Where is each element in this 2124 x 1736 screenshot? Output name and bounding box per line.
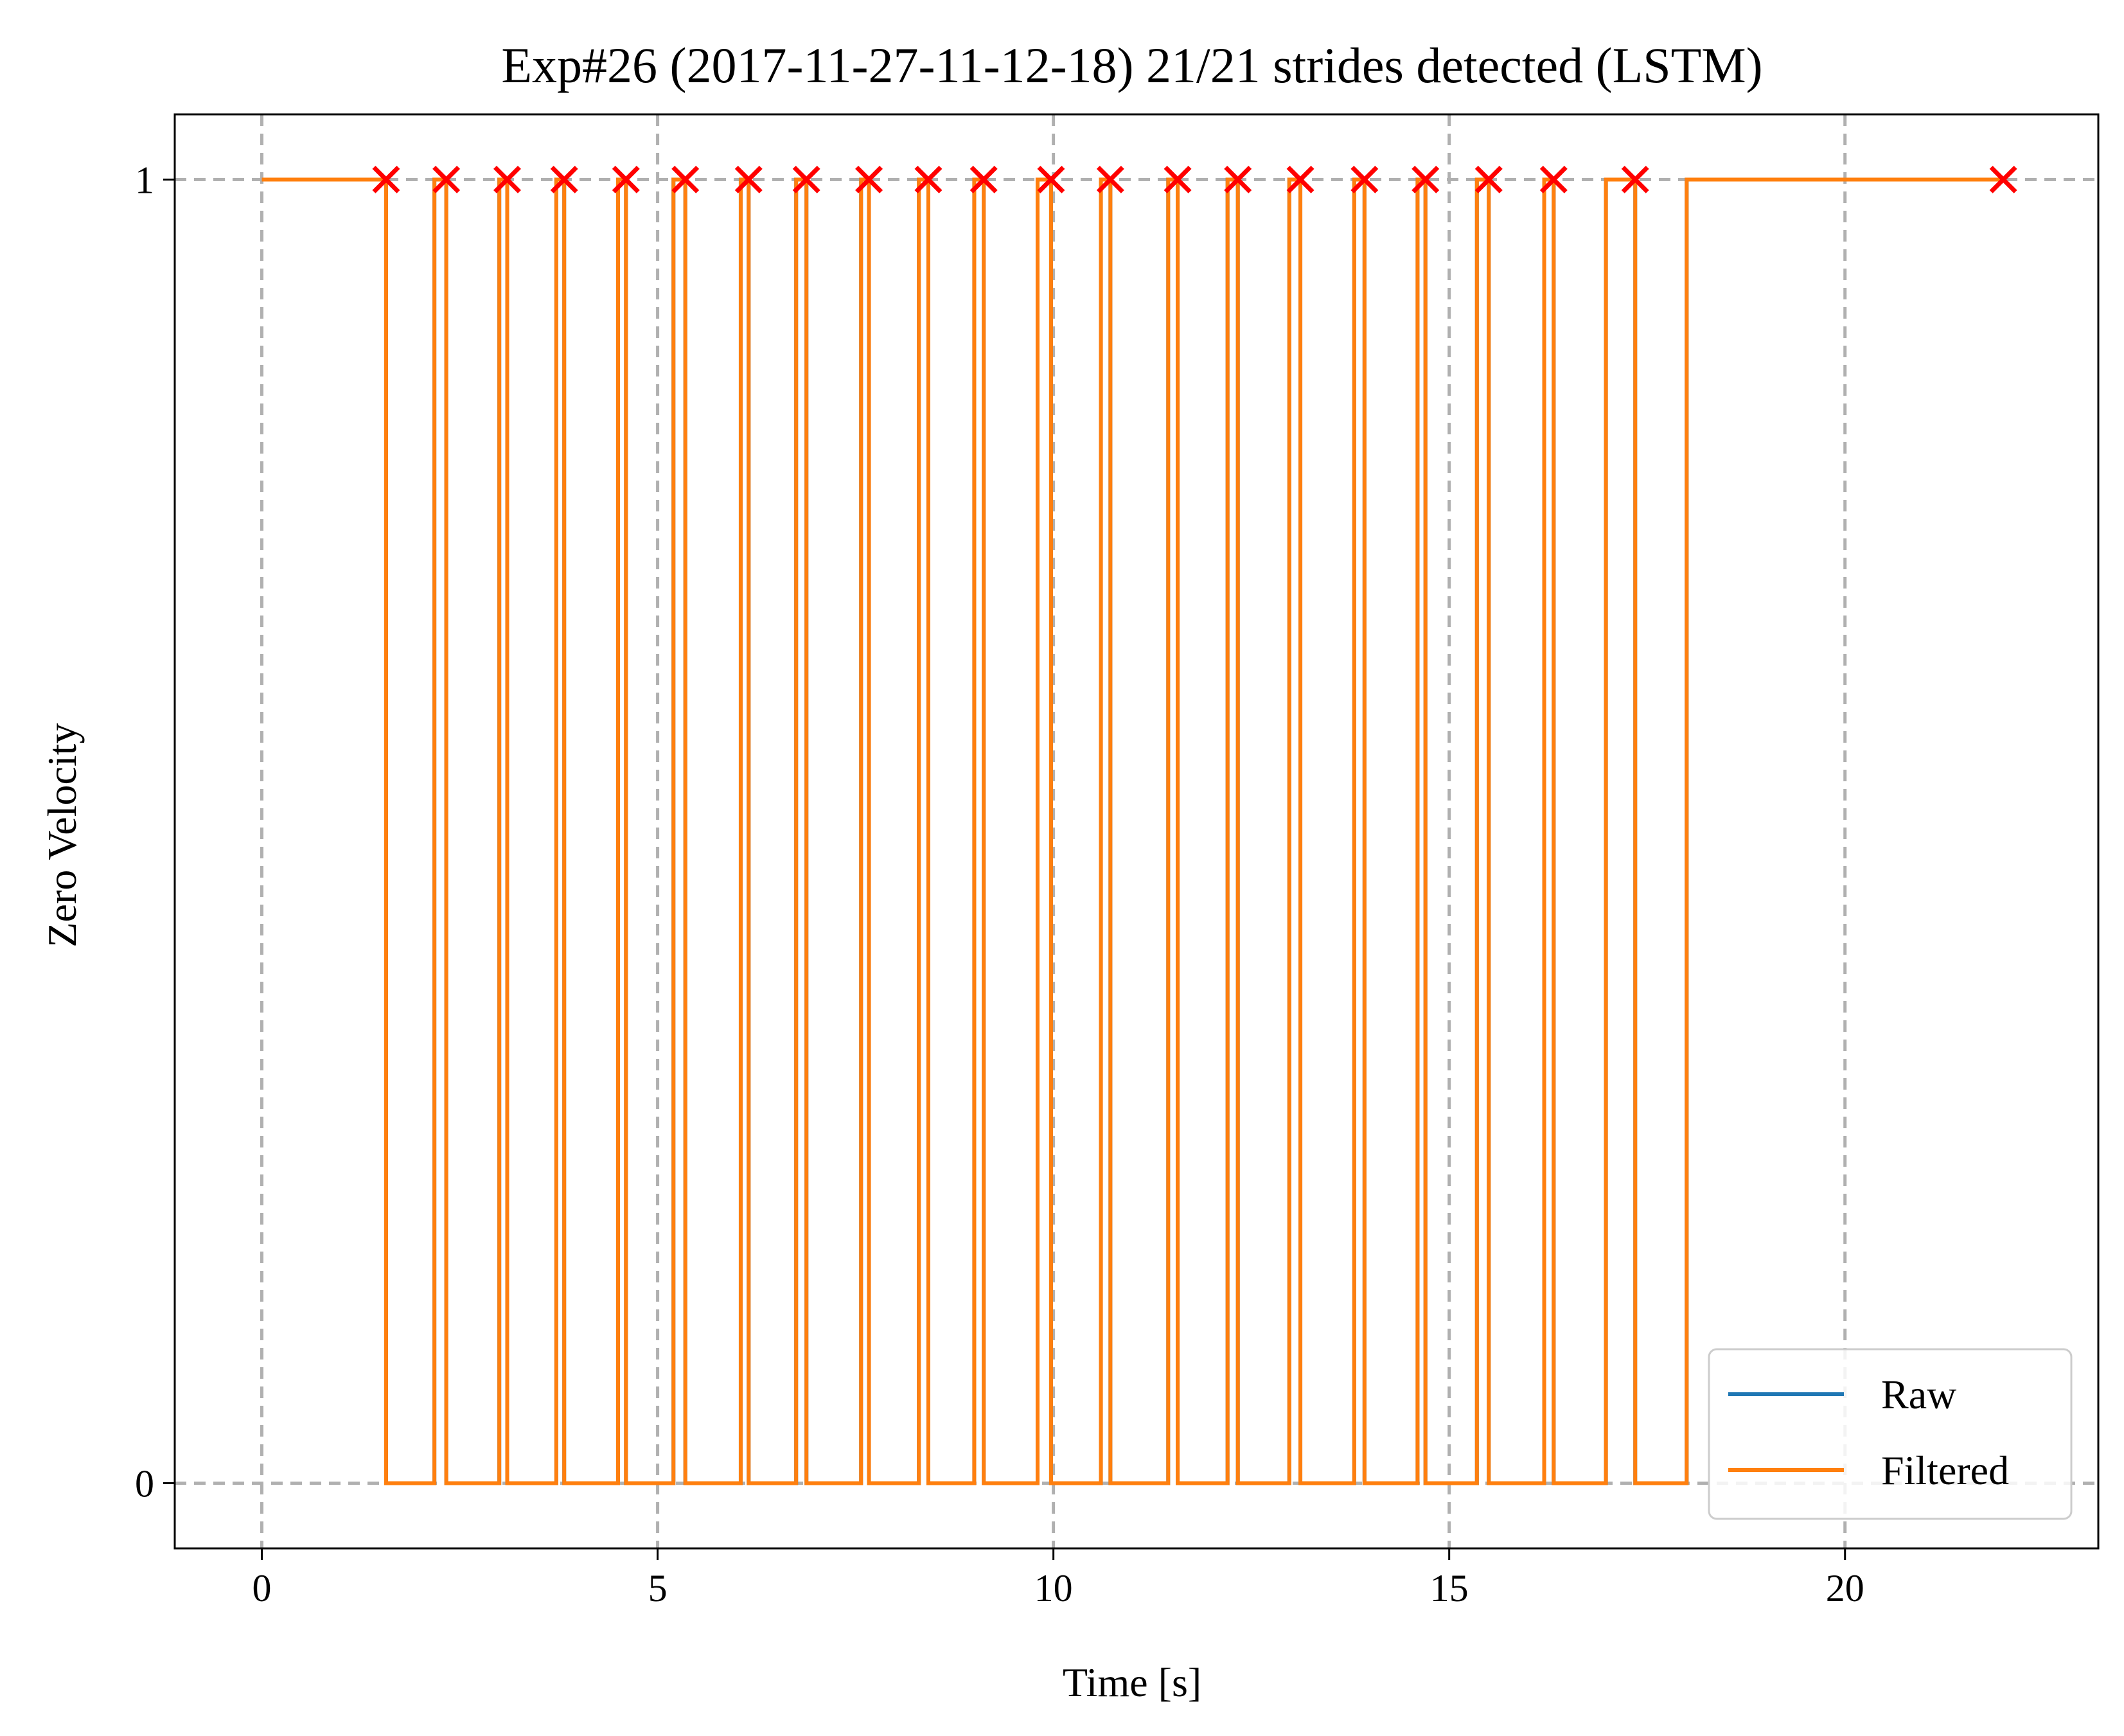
legend-box: [1708, 1348, 2073, 1520]
series-line-filtered: [261, 177, 2004, 1485]
stride-marker: [432, 165, 461, 193]
stride-marker: [1286, 165, 1314, 193]
stride-marker: [1350, 165, 1379, 193]
x-axis-label: Time [s]: [1063, 1660, 1201, 1705]
stride-marker: [1621, 165, 1649, 193]
y-tick-label: 0: [135, 1463, 154, 1505]
stride-marker: [1096, 165, 1124, 193]
chart-title: Exp#26 (2017-11-27-11-12-18) 21/21 strid…: [501, 37, 1762, 93]
legend: Raw Filtered: [1708, 1348, 2073, 1520]
x-tick-label: 0: [252, 1567, 272, 1609]
stride-marker: [734, 165, 763, 193]
stride-marker: [1164, 165, 1192, 193]
stride-marker: [671, 165, 700, 193]
plot-area: [173, 113, 2100, 1550]
stride-marker: [1474, 165, 1503, 193]
x-axis-ticks: 0 5 10 15 20: [252, 1548, 1864, 1609]
stride-marker: [855, 165, 883, 193]
stride-marker: [969, 165, 998, 193]
y-axis-ticks: 01: [135, 159, 175, 1505]
stride-marker: [550, 165, 578, 193]
legend-label-raw: Raw: [1881, 1372, 1956, 1417]
stride-marker: [612, 165, 640, 193]
stride-marker: [1412, 165, 1440, 193]
stride-marker: [1989, 165, 2017, 193]
stride-marker: [792, 165, 820, 193]
axes-background: [175, 114, 2098, 1548]
x-tick-label: 20: [1826, 1567, 1864, 1609]
y-tick-label: 1: [135, 159, 154, 201]
stride-marker: [914, 165, 943, 193]
marker-layer: [372, 165, 2017, 193]
legend-label-filtered: Filtered: [1881, 1448, 2009, 1493]
x-tick-label: 10: [1034, 1567, 1073, 1609]
x-tick-label: 5: [648, 1567, 668, 1609]
stride-marker: [372, 165, 400, 193]
x-tick-label: 15: [1430, 1567, 1469, 1609]
stride-marker: [1539, 165, 1568, 193]
stride-marker: [1037, 165, 1065, 193]
series-layer: [261, 177, 2004, 1485]
stride-marker: [493, 165, 521, 193]
axes-frame: [173, 113, 2100, 1550]
y-axis-label: Zero Velocity: [39, 723, 85, 948]
stride-marker: [1224, 165, 1252, 193]
